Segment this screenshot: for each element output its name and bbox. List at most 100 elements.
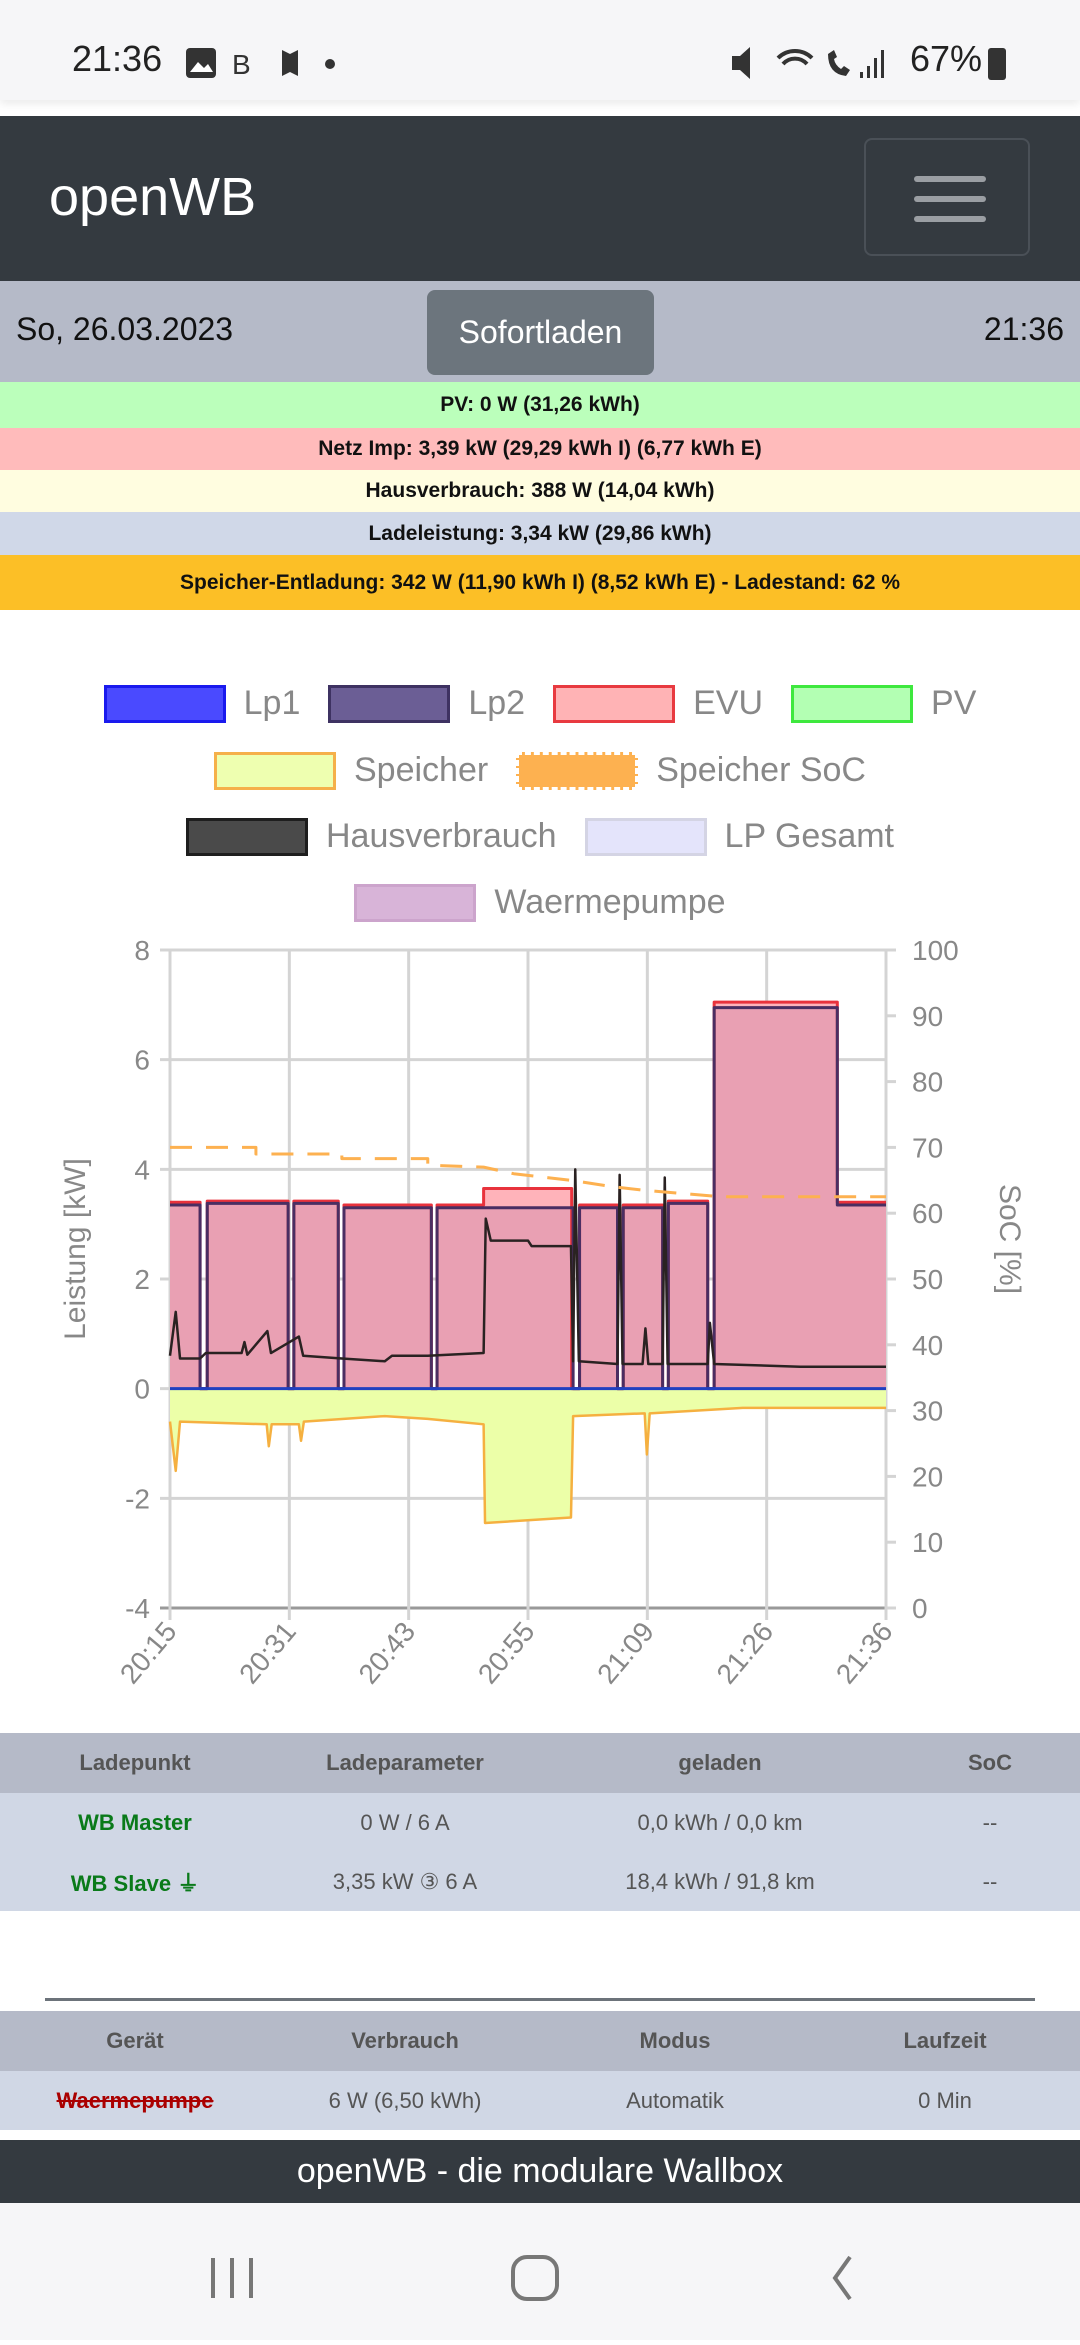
- device-runtime: 0 Min: [810, 2071, 1080, 2130]
- chargepoint-table: Ladepunkt Ladeparameter geladen SoC WB M…: [0, 1733, 1080, 1911]
- legend-row: Hausverbrauch LP Gesamt: [0, 817, 1080, 856]
- x-tick-label: 21:26: [710, 1616, 779, 1690]
- speicher-area: [170, 1388, 886, 1524]
- legend-item[interactable]: EVU: [553, 684, 763, 723]
- x-tick-label: 20:31: [233, 1616, 302, 1690]
- maps-off-icon: [282, 50, 298, 76]
- hamburger-icon: [914, 176, 986, 182]
- legend-swatch: [791, 684, 914, 723]
- y-tick-label: -2: [125, 1483, 150, 1514]
- y-tick-label: 0: [134, 1374, 150, 1405]
- col-header: Gerät: [0, 2011, 270, 2071]
- legend-item[interactable]: Speicher SoC: [516, 751, 866, 790]
- dot-icon: [325, 59, 335, 69]
- legend-swatch: [328, 684, 451, 723]
- legend-swatch: [354, 883, 477, 922]
- signal-icon: [860, 50, 884, 78]
- charge-params: 0 W / 6 A: [270, 1793, 540, 1852]
- table-row: Waermepumpe 6 W (6,50 kWh) Automatik 0 M…: [0, 2071, 1080, 2130]
- y2-tick-label: 100: [912, 935, 959, 966]
- device-table: Gerät Verbrauch Modus Laufzeit Waermepum…: [0, 2011, 1080, 2130]
- y-tick-label: -4: [125, 1593, 150, 1624]
- legend-swatch: [584, 817, 707, 856]
- col-header: Verbrauch: [270, 2011, 540, 2071]
- legend-item[interactable]: Lp2: [328, 684, 525, 723]
- x-tick-label: 21:09: [591, 1616, 660, 1690]
- legend-item[interactable]: Hausverbrauch: [185, 817, 557, 856]
- speicher-line: [168, 1406, 886, 1525]
- charge-params: 3,35 kW ③ 6 A: [270, 1852, 540, 1911]
- plug-icon: ⏚: [177, 1870, 200, 1896]
- y2-tick-label: 30: [912, 1396, 943, 1427]
- y-tick-label: 2: [134, 1264, 150, 1295]
- wifi-icon: [776, 48, 814, 66]
- col-header: Modus: [540, 2011, 810, 2071]
- legend-item[interactable]: Waermepumpe: [354, 883, 726, 922]
- y-tick-label: 8: [134, 935, 150, 966]
- grid-info: Netz Imp: 3,39 kW (29,29 kWh I) (6,77 kW…: [0, 428, 1080, 470]
- col-header: geladen: [540, 1733, 900, 1793]
- table-header-row: Ladepunkt Ladeparameter geladen SoC: [0, 1733, 1080, 1793]
- legend-label: Speicher SoC: [656, 751, 866, 789]
- hausverbrauch-line: [168, 1168, 886, 1368]
- table-row: WB Master 0 W / 6 A 0,0 kWh / 0,0 km --: [0, 1793, 1080, 1852]
- legend-label: Lp1: [243, 684, 301, 722]
- legend-swatch: [516, 751, 639, 790]
- battery-percent: 67%: [910, 38, 983, 79]
- menu-toggle-button[interactable]: [864, 138, 1030, 256]
- pv-info: PV: 0 W (31,26 kWh): [0, 382, 1080, 428]
- footer: openWB - die modulare Wallbox: [0, 2140, 1080, 2203]
- legend-label: PV: [931, 684, 977, 722]
- device-name[interactable]: Waermepumpe: [0, 2071, 270, 2130]
- charged-amount: 18,4 kWh / 91,8 km: [540, 1852, 900, 1911]
- table-header-row: Gerät Verbrauch Modus Laufzeit: [0, 2011, 1080, 2071]
- legend-label: Speicher: [354, 751, 489, 789]
- soc-value: --: [900, 1852, 1080, 1911]
- legend-row: Waermepumpe: [0, 883, 1080, 922]
- legend-item[interactable]: Speicher: [214, 751, 488, 790]
- brand-logo[interactable]: openWB: [49, 167, 257, 227]
- status-bar: 21:36 B 67%: [0, 0, 1080, 100]
- chargepoint-name[interactable]: WB Master: [0, 1793, 270, 1852]
- y2-tick-label: 0: [912, 1593, 928, 1624]
- house-consumption-info: Hausverbrauch: 388 W (14,04 kWh): [0, 470, 1080, 512]
- divider: [45, 1998, 1035, 2001]
- x-tick-label: 21:36: [830, 1616, 899, 1690]
- legend-swatch: [185, 817, 308, 856]
- y-axis-title: Leistung [kW]: [59, 1158, 92, 1340]
- legend-item[interactable]: LP Gesamt: [584, 817, 894, 856]
- notification-icons: B: [186, 48, 335, 80]
- col-header: Ladeparameter: [270, 1733, 540, 1793]
- y-tick-label: 4: [134, 1154, 150, 1185]
- legend-label: EVU: [693, 684, 764, 722]
- mute-icon: [732, 47, 750, 79]
- charge-mode-button[interactable]: Sofortladen: [427, 290, 654, 375]
- legend-label: LP Gesamt: [724, 817, 894, 855]
- legend-swatch: [553, 684, 676, 723]
- legend-item[interactable]: Lp1: [103, 684, 301, 723]
- battery-storage-info: Speicher-Entladung: 342 W (11,90 kWh I) …: [0, 555, 1080, 610]
- device-consumption: 6 W (6,50 kWh): [270, 2071, 540, 2130]
- table-row: WB Slave ⏚ 3,35 kW ③ 6 A 18,4 kWh / 91,8…: [0, 1852, 1080, 1911]
- legend-row: Lp1 Lp2 EVU PV: [0, 684, 1080, 723]
- recent-apps-button: [211, 2258, 253, 2298]
- date-label: So, 26.03.2023: [16, 311, 234, 347]
- y2-axis-title: SoC [%]: [993, 1184, 1026, 1294]
- col-header: Laufzeit: [810, 2011, 1080, 2071]
- y2-tick-label: 10: [912, 1527, 943, 1558]
- battery-icon: [988, 48, 1006, 80]
- legend-swatch: [214, 751, 336, 790]
- y2-tick-label: 70: [912, 1132, 943, 1163]
- system-icons: [732, 47, 884, 79]
- legend-label: Waermepumpe: [494, 883, 726, 921]
- x-tick-label: 20:15: [114, 1616, 183, 1690]
- y2-tick-label: 50: [912, 1264, 943, 1295]
- legend-item[interactable]: PV: [791, 684, 976, 723]
- y2-tick-label: 90: [912, 1001, 943, 1032]
- chargepoint-cell[interactable]: WB Slave ⏚: [0, 1852, 270, 1911]
- device-mode: Automatik: [540, 2071, 810, 2130]
- y2-tick-label: 60: [912, 1198, 943, 1229]
- charging-power-info: Ladeleistung: 3,34 kW (29,86 kWh): [0, 512, 1080, 555]
- chargepoint-name: WB Slave: [70, 1870, 172, 1896]
